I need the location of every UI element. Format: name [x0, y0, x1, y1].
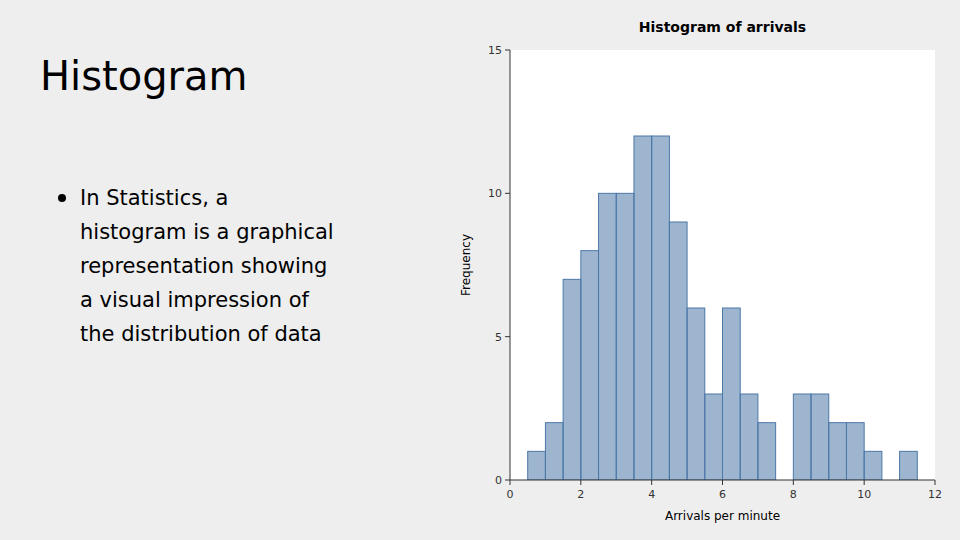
- x-tick-label: 2: [577, 488, 584, 501]
- histogram-bar: [758, 423, 776, 480]
- histogram-bar: [669, 222, 687, 480]
- y-axis-line: [510, 50, 511, 480]
- histogram-bar: [864, 451, 882, 480]
- histogram-bar: [723, 308, 741, 480]
- x-tick: [793, 480, 794, 485]
- histogram-bar: [528, 451, 546, 480]
- histogram-bar: [616, 193, 634, 480]
- x-axis-label: Arrivals per minute: [665, 509, 780, 523]
- x-tick-label: 12: [928, 488, 942, 501]
- x-tick: [722, 480, 723, 485]
- chart: 0 2 4 6 8 10 12 0 5 10 15 Histogram of arrivals Arri…: [459, 19, 942, 523]
- x-tick: [510, 480, 511, 485]
- bullet-line: histogram is a graphical: [80, 220, 334, 244]
- histogram-bar: [581, 251, 599, 480]
- y-tick: [505, 336, 510, 337]
- histogram-bar: [740, 394, 758, 480]
- bullet-line: In Statistics, a: [80, 186, 228, 210]
- histogram-bar: [900, 451, 918, 480]
- x-tick: [651, 480, 652, 485]
- y-tick: [505, 193, 510, 194]
- histogram-bar: [811, 394, 829, 480]
- histogram-bar: [846, 423, 864, 480]
- plot-area: [510, 50, 935, 480]
- x-tick: [935, 480, 936, 485]
- x-tick-label: 0: [507, 488, 514, 501]
- y-tick: [505, 480, 510, 481]
- bullet: [58, 194, 66, 202]
- bullet-line: representation showing: [80, 254, 327, 278]
- x-tick: [864, 480, 865, 485]
- bullet-line: a visual impression of: [80, 288, 310, 312]
- bars: [528, 136, 918, 480]
- histogram-bar: [599, 193, 617, 480]
- y-tick-label: 5: [495, 331, 502, 344]
- x-tick: [580, 480, 581, 485]
- histogram-bar: [545, 423, 563, 480]
- slide-canvas: Histogram In Statistics, a histogram is a …: [0, 0, 960, 540]
- histogram-bar: [687, 308, 705, 480]
- x-tick-label: 4: [648, 488, 655, 501]
- histogram-bar: [705, 394, 723, 480]
- x-tick-label: 10: [857, 488, 871, 501]
- histogram-bar: [652, 136, 670, 480]
- x-tick-label: 6: [719, 488, 726, 501]
- histogram-bar: [793, 394, 811, 480]
- y-tick-label: 0: [495, 474, 502, 487]
- x-tick-label: 8: [790, 488, 797, 501]
- y-tick-label: 15: [488, 44, 502, 57]
- y-axis-label: Frequency: [459, 234, 473, 296]
- slide: Histogram In Statistics, a histogram is a …: [0, 0, 960, 540]
- slide-title: Histogram: [40, 53, 248, 99]
- chart-title: Histogram of arrivals: [639, 19, 806, 35]
- y-tick: [505, 50, 510, 51]
- bullet-line: the distribution of data: [80, 322, 322, 346]
- histogram-bar: [829, 423, 847, 480]
- y-tick-label: 10: [488, 187, 502, 200]
- histogram-bar: [563, 279, 581, 480]
- histogram-bar: [634, 136, 652, 480]
